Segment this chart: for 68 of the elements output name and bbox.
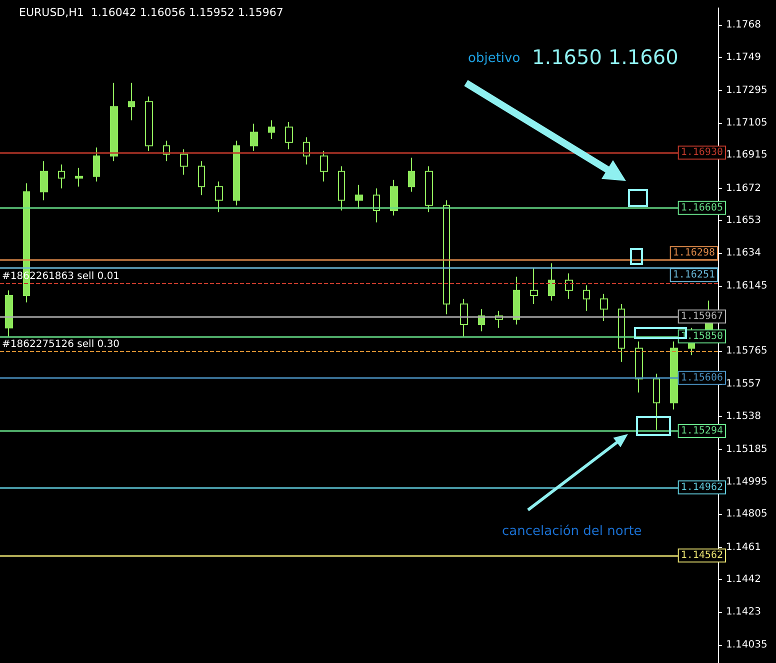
y-tick-label: 1.1672 <box>726 182 761 194</box>
y-tick-label: 1.16915 <box>726 150 768 161</box>
candlestick <box>513 276 520 325</box>
candlestick <box>58 164 65 189</box>
candlestick <box>268 120 275 140</box>
y-tick-label: 1.14035 <box>726 640 768 651</box>
candlestick <box>443 200 450 315</box>
ref-line-label: 1.14562 <box>680 550 723 561</box>
ref-line-label: 1.16605 <box>680 202 723 214</box>
candlestick <box>460 298 468 337</box>
candlestick <box>215 181 223 213</box>
candlestick <box>40 160 48 201</box>
candlestick <box>548 262 555 302</box>
y-tick-label: 1.15185 <box>726 444 768 455</box>
candlestick <box>145 96 153 152</box>
y-tick-label: 1.1768 <box>726 20 761 31</box>
candlestick <box>110 82 118 162</box>
y-tick-label: 1.1634 <box>726 247 761 258</box>
candlestick <box>93 147 100 182</box>
candlestick <box>5 290 13 337</box>
candlestick <box>355 184 363 210</box>
candlestick <box>408 157 415 192</box>
ref-line-label: 1.14962 <box>680 482 723 493</box>
y-tick-label: 1.15765 <box>726 345 768 356</box>
candlestick <box>233 140 240 206</box>
candlestick <box>390 179 398 216</box>
ref-line-label: 1.15606 <box>680 372 723 384</box>
y-tick-label: 1.1653 <box>726 215 761 226</box>
candlestick <box>373 188 380 223</box>
ref-line-label: #1862275126 sell 0.30 <box>2 339 120 350</box>
y-tick-label: 1.14805 <box>726 508 768 520</box>
candlestick <box>75 167 83 188</box>
candlestick <box>670 340 678 410</box>
y-tick-label: 1.1557 <box>726 378 761 390</box>
ref-line-label: 1.16930 <box>680 147 723 158</box>
y-tick-label: 1.1538 <box>726 410 761 422</box>
candlestick <box>285 121 293 150</box>
y-tick-label: 1.1749 <box>726 52 761 63</box>
y-tick-label: 1.1442 <box>726 574 761 586</box>
ref-line-label: 1.15294 <box>680 425 723 436</box>
candlestick <box>618 304 625 362</box>
annotation: objetivo <box>468 51 520 66</box>
candlestick <box>338 166 345 211</box>
candlestick <box>250 123 258 152</box>
candlestick <box>320 150 328 182</box>
candlestick <box>530 268 538 305</box>
ref-line-label: 1.15967 <box>680 310 723 322</box>
candlestick <box>653 373 660 430</box>
candlestick <box>128 82 135 121</box>
candlestick <box>198 160 205 196</box>
candlestick <box>180 148 188 176</box>
chart-title: EURUSD,H1 1.16042 1.16056 1.15952 1.15967 <box>19 6 284 19</box>
y-tick-label: 1.14995 <box>726 476 768 488</box>
candlestick <box>303 136 310 166</box>
annotation: cancelación del norte <box>502 524 642 539</box>
y-tick-label: 1.17105 <box>726 117 768 128</box>
y-tick-label: 1.16145 <box>726 280 768 292</box>
candlestick <box>583 284 590 312</box>
y-tick-label: 1.1423 <box>726 606 761 618</box>
annotation: 1.1650 1.1660 <box>532 45 678 69</box>
ref-line-label: 1.16298 <box>672 248 715 259</box>
candlestick <box>565 272 573 300</box>
y-tick-label: 1.17295 <box>726 85 768 96</box>
candlestick <box>635 340 643 393</box>
candlestick <box>600 293 608 322</box>
y-tick-label: 1.1461 <box>726 542 761 553</box>
ref-line-label: 1.16251 <box>672 270 715 281</box>
candlestick <box>425 166 433 213</box>
